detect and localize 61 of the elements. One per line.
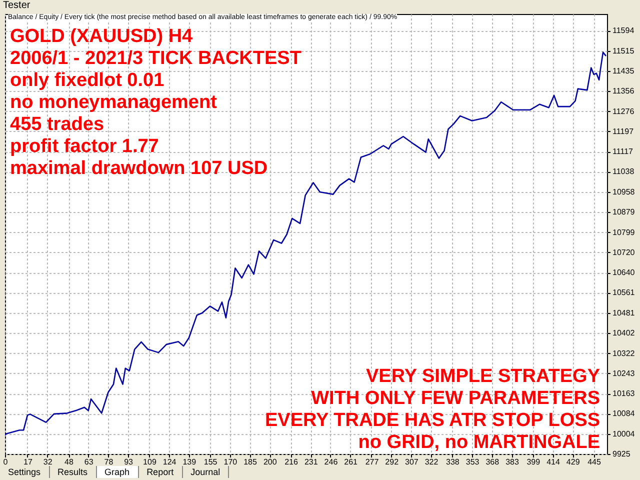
y-tick-label: 10402 [612, 328, 636, 338]
x-tick-label: 292 [385, 458, 400, 466]
y-tick-label: 11197 [612, 126, 634, 136]
x-tick-label: 383 [506, 458, 520, 466]
x-tick-label: 48 [64, 458, 74, 466]
y-tick-label: 10481 [612, 308, 636, 318]
y-tick-label: 10004 [612, 429, 636, 438]
text: Graph [96, 466, 139, 478]
x-tick-label: 338 [446, 458, 460, 466]
x-tick-label: 307 [405, 458, 419, 466]
y-tick-label: 10799 [612, 228, 636, 237]
x-tick-label: 32 [43, 458, 53, 466]
text: Journal [182, 466, 230, 478]
x-tick-label: 216 [284, 458, 299, 466]
x-tick-label: 414 [546, 458, 560, 466]
y-tick-label: 11276 [612, 106, 635, 116]
y-tick-label: 11435 [612, 66, 635, 76]
y-tick-label: 11356 [612, 86, 635, 96]
y-tick-label: 10958 [612, 188, 636, 197]
x-tick-label: 170 [224, 458, 238, 466]
x-tick-label: 399 [526, 458, 541, 466]
y-tick-label: 9925 [612, 450, 631, 458]
text: Results [50, 466, 97, 478]
x-tick-label: 78 [104, 458, 114, 466]
text: Tester [3, 0, 30, 11]
x-tick-label: 200 [263, 458, 278, 466]
text: Settings [0, 466, 50, 478]
y-tick-label: 10163 [612, 389, 636, 398]
x-tick-label: 93 [124, 458, 134, 466]
x-tick-label: 185 [244, 458, 258, 466]
y-tick-label: 10084 [612, 409, 636, 418]
x-tick-label: 124 [162, 458, 177, 466]
y-tick-label: 10561 [612, 288, 636, 298]
text: Report [138, 466, 183, 478]
x-tick-label: 109 [143, 458, 157, 466]
x-tick-label: 277 [365, 458, 380, 466]
y-tick-label: 10640 [612, 268, 636, 278]
y-tick-label: 11594 [612, 26, 635, 36]
x-tick-label: 139 [182, 458, 197, 466]
y-tick-label: 10879 [612, 208, 636, 217]
line-series [5, 52, 606, 436]
x-tick-label: 17 [24, 458, 33, 466]
y-tick-label: 11038 [612, 167, 635, 176]
y-tick-label: 11117 [612, 147, 634, 156]
x-tick-label: 445 [588, 458, 602, 466]
y-tick-label: 10720 [612, 248, 636, 257]
x-tick-label: 429 [566, 458, 580, 466]
x-tick-label: 322 [424, 458, 439, 466]
x-tick-label: 0 [3, 458, 8, 466]
x-tick-label: 231 [304, 458, 318, 466]
x-tick-label: 246 [324, 458, 338, 466]
y-tick-label: 11515 [612, 46, 635, 56]
y-tick-label: 10322 [612, 348, 636, 358]
annotation: VERY SIMPLE STRATEGY WITH ONLY FEW PARAMETERS EVERY TRADE HAS ATR STOP LOSS no GRID, no MARTINGALE [264, 366, 600, 454]
x-tick-label: 261 [344, 458, 358, 466]
x-tick-label: 353 [466, 458, 480, 466]
x-tick-label: 63 [84, 458, 94, 466]
annotation: GOLD (XAUUSD) H4 2006/1 - 2021/3 TICK BACKTEST only fixedlot 0.01 no moneymanagement 455 trades profit factor 1.77 maximal drawdown 107 USD [10, 26, 302, 180]
y-tick-label: 10243 [612, 368, 636, 378]
x-tick-label: 368 [486, 458, 500, 466]
x-tick-label: 155 [204, 458, 218, 466]
